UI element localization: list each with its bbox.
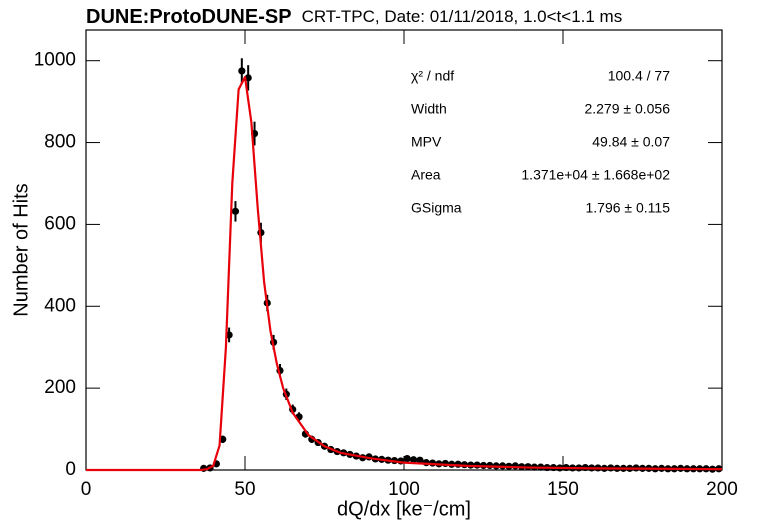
x-tick-label: 0 <box>81 479 92 500</box>
stat-value: 100.4 / 77 <box>608 68 670 84</box>
y-tick-label: 600 <box>44 213 76 234</box>
stat-value: 1.796 ± 0.115 <box>586 200 671 216</box>
stat-label: Width <box>411 101 447 117</box>
x-tick-label: 200 <box>706 479 738 500</box>
stat-label: χ² / ndf <box>411 68 454 84</box>
data-point <box>403 454 411 463</box>
y-tick-label: 1000 <box>34 50 76 71</box>
y-tick-label: 200 <box>44 377 76 398</box>
plot-frame <box>85 29 723 471</box>
x-tick-label: 150 <box>547 479 579 500</box>
y-tick-label: 0 <box>65 459 76 480</box>
fit-curve <box>86 75 723 472</box>
stat-label: GSigma <box>411 200 462 216</box>
data-point <box>511 462 519 470</box>
y-tick-label: 400 <box>44 295 76 316</box>
stat-value: 49.84 ± 0.07 <box>592 134 670 150</box>
stat-value: 2.279 ± 0.056 <box>584 101 670 117</box>
x-tick-label: 50 <box>234 479 255 500</box>
stat-label: MPV <box>411 134 442 150</box>
data-point <box>409 456 418 464</box>
x-axis-label: dQ/dx [ke⁻/cm] <box>337 498 471 520</box>
chart-title: DUNE:ProtoDUNE-SP CRT-TPC, Date: 01/11/20… <box>86 6 622 28</box>
data-point <box>231 207 240 215</box>
y-tick-label: 800 <box>44 132 76 153</box>
data-point <box>416 456 424 464</box>
subtitle: CRT-TPC, Date: 01/11/2018, 1.0<t<1.1 ms <box>302 7 623 26</box>
y-axis-label: Number of Hits <box>10 183 32 316</box>
x-tick-label: 100 <box>388 479 420 500</box>
data-point <box>238 67 246 75</box>
stat-label: Area <box>411 167 441 183</box>
title: DUNE:ProtoDUNE-SP <box>86 6 292 28</box>
stat-value: 1.371e+04 ± 1.668e+02 <box>521 167 670 183</box>
